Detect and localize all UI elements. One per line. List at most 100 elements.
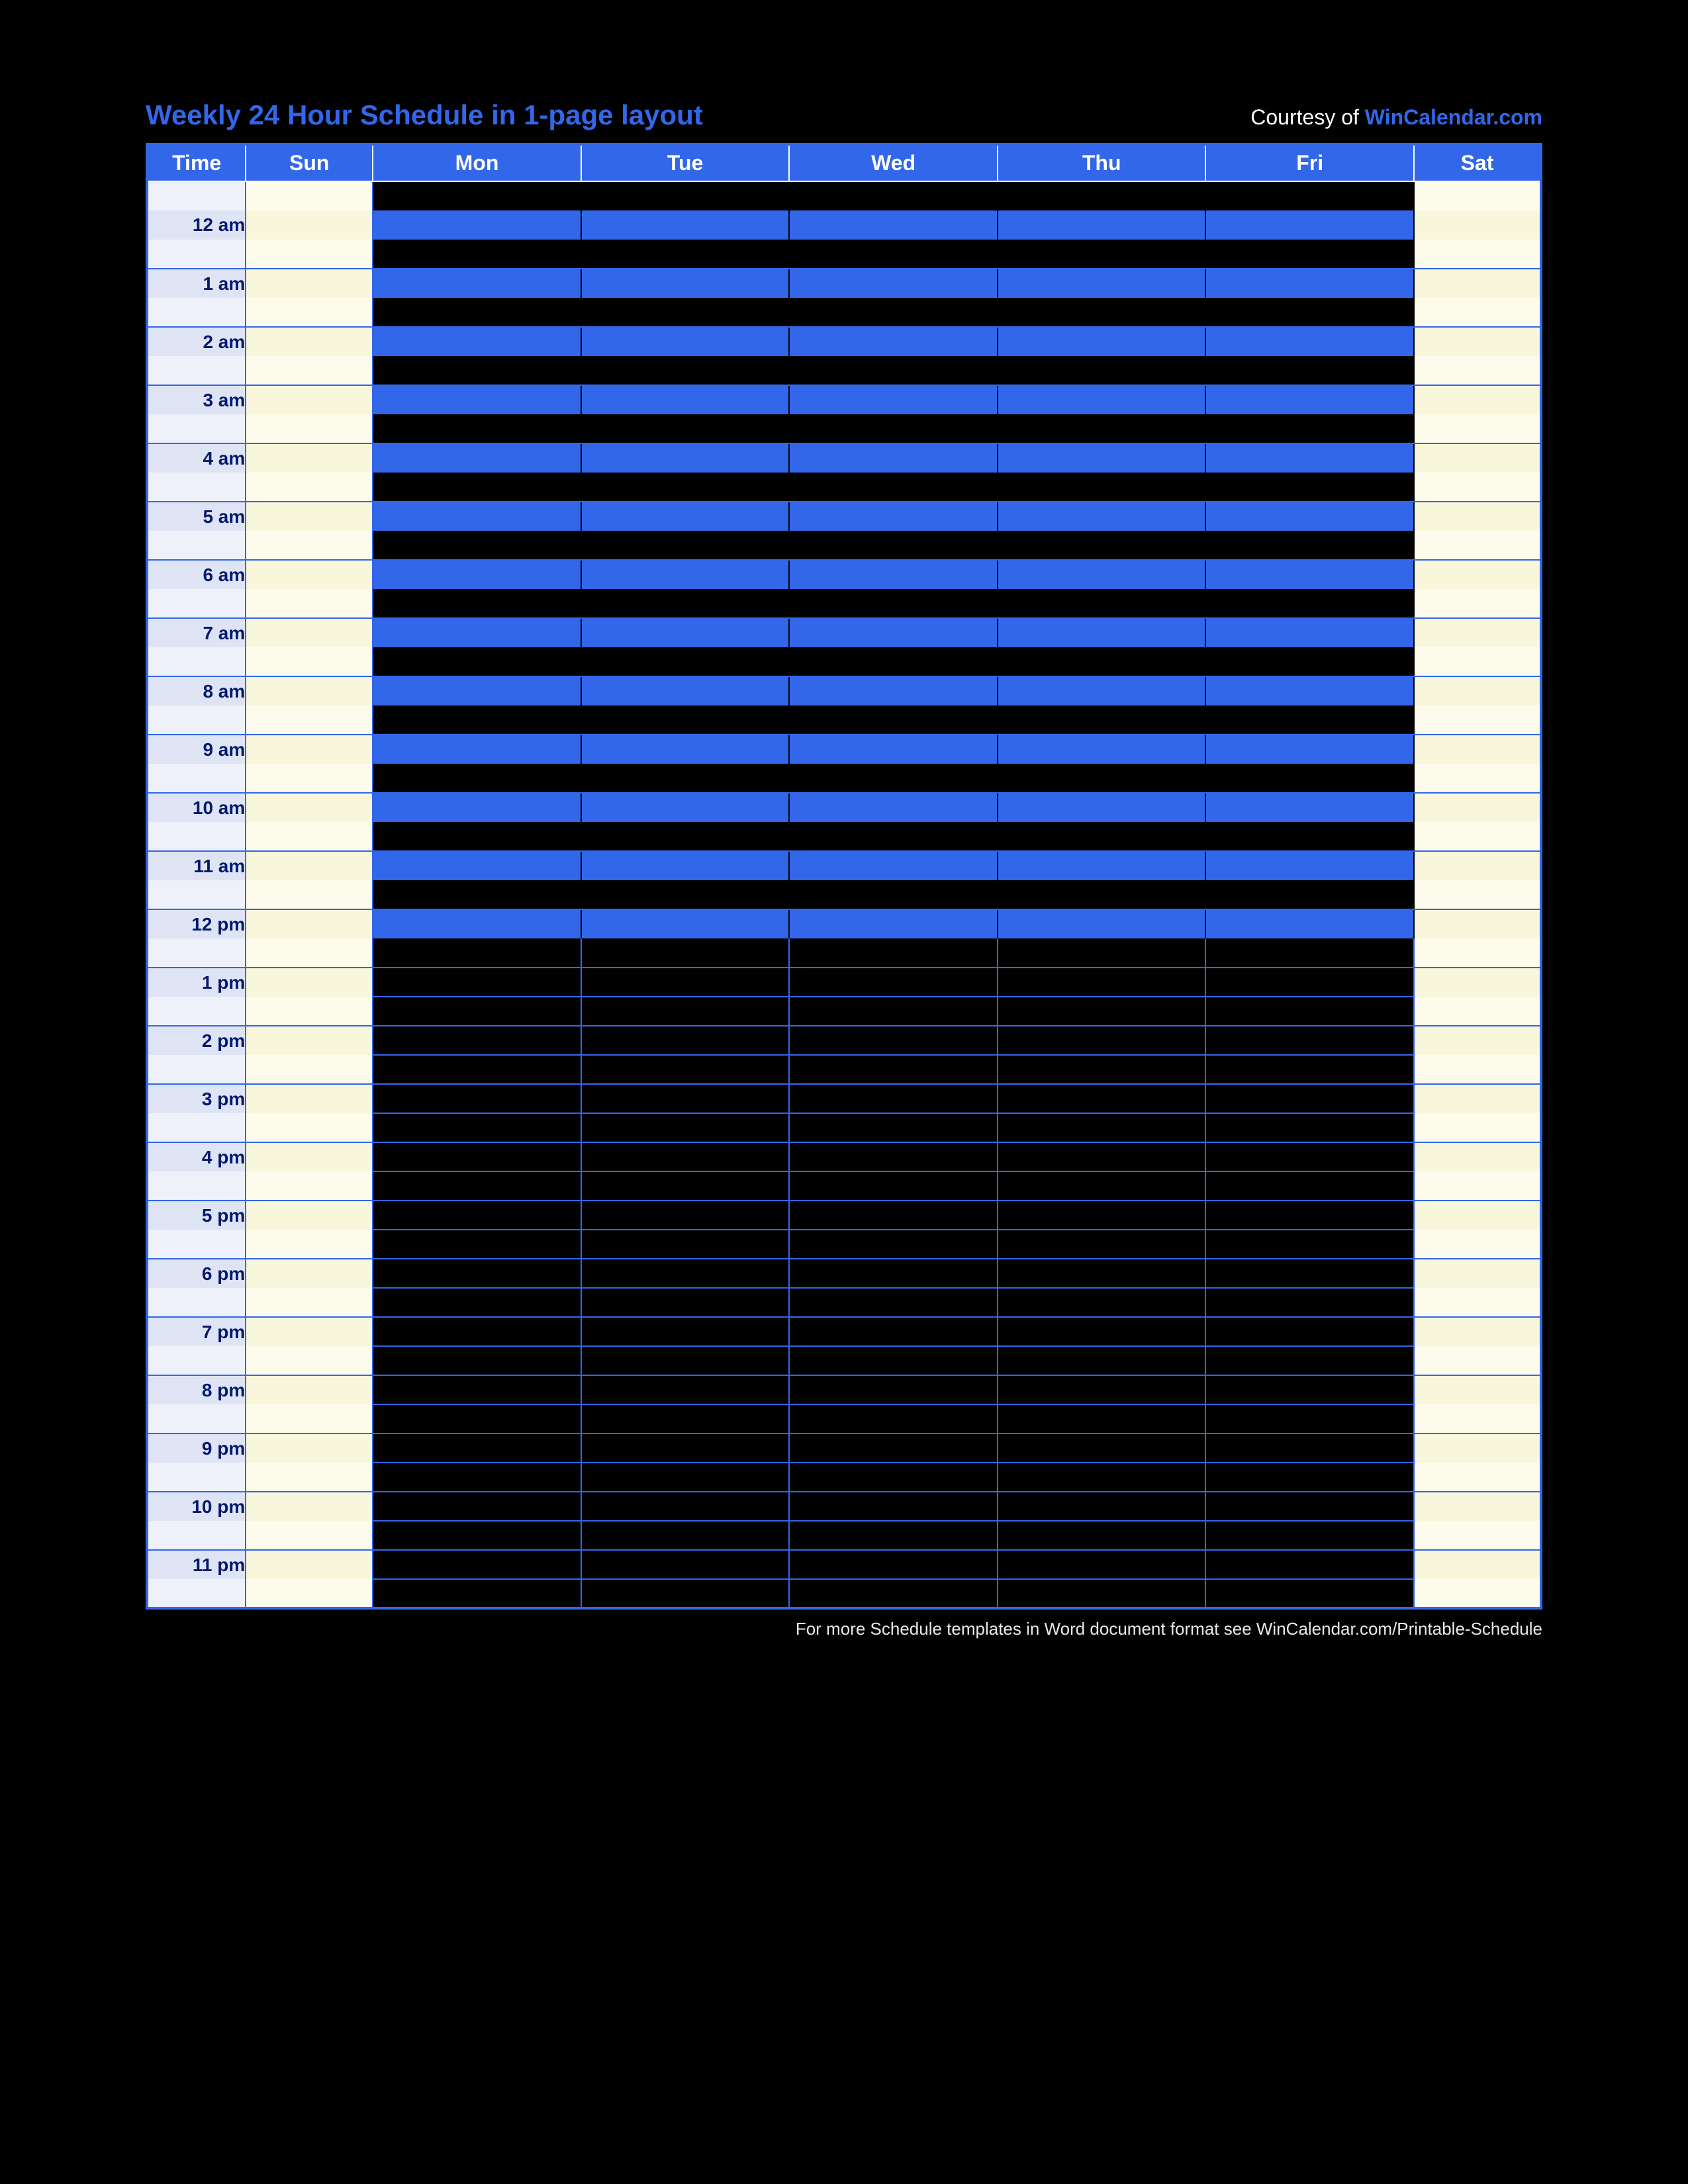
weekday-cell	[998, 1317, 1206, 1346]
time-label-cell: 5 am	[147, 502, 246, 531]
weekday-cell	[373, 1084, 581, 1113]
weekend-cell	[1414, 997, 1541, 1026]
weekday-cell	[373, 851, 581, 880]
time-label-cell: 4 am	[147, 443, 246, 473]
courtesy-link[interactable]: WinCalendar.com	[1365, 105, 1542, 129]
weekday-cell	[998, 880, 1206, 909]
weekday-cell	[373, 1521, 581, 1550]
weekday-cell	[581, 531, 790, 560]
weekday-cell	[581, 1463, 790, 1492]
weekend-cell	[1414, 618, 1541, 647]
weekday-cell	[373, 1404, 581, 1433]
schedule-table: Time Sun Mon Tue Wed Thu Fri Sat 12 am1 …	[146, 143, 1542, 1610]
page-content: Weekly 24 Hour Schedule in 1-page layout…	[146, 99, 1542, 1639]
weekday-cell	[581, 1346, 790, 1375]
weekday-cell	[581, 1259, 790, 1288]
time-label-cell: 3 am	[147, 385, 246, 414]
weekday-cell	[998, 1463, 1206, 1492]
weekend-cell	[1414, 1142, 1541, 1171]
weekend-cell	[1414, 676, 1541, 705]
weekday-cell	[998, 385, 1206, 414]
weekday-cell	[581, 327, 790, 356]
table-row	[147, 647, 1541, 676]
time-label-cell: 2 am	[147, 327, 246, 356]
weekday-cell	[998, 1550, 1206, 1579]
table-row: 4 am	[147, 443, 1541, 473]
weekday-cell	[373, 1579, 581, 1608]
weekday-cell	[789, 589, 998, 618]
weekday-cell	[789, 1084, 998, 1113]
weekday-cell	[581, 705, 790, 735]
weekend-cell	[246, 210, 373, 240]
weekday-cell	[373, 356, 581, 385]
weekday-cell	[1205, 938, 1414, 968]
table-row: 8 am	[147, 676, 1541, 705]
weekday-cell	[1205, 968, 1414, 997]
weekday-cell	[998, 269, 1206, 298]
weekday-cell	[998, 1433, 1206, 1463]
weekday-cell	[1205, 1375, 1414, 1404]
weekend-cell	[246, 240, 373, 269]
weekday-cell	[1205, 1288, 1414, 1317]
weekend-cell	[246, 589, 373, 618]
table-row: 12 am	[147, 210, 1541, 240]
table-row: 1 am	[147, 269, 1541, 298]
weekday-cell	[998, 298, 1206, 327]
weekend-cell	[1414, 1201, 1541, 1230]
weekday-cell	[581, 1142, 790, 1171]
weekday-cell	[1205, 997, 1414, 1026]
time-label-cell: 2 pm	[147, 1026, 246, 1055]
weekday-cell	[1205, 443, 1414, 473]
table-row: 5 pm	[147, 1201, 1541, 1230]
time-cell	[147, 880, 246, 909]
weekday-cell	[581, 1171, 790, 1201]
weekend-cell	[1414, 793, 1541, 822]
weekend-cell	[246, 560, 373, 589]
weekend-cell	[1414, 327, 1541, 356]
weekday-cell	[789, 1375, 998, 1404]
weekday-cell	[581, 1375, 790, 1404]
weekday-cell	[581, 269, 790, 298]
weekend-cell	[1414, 1055, 1541, 1084]
weekend-cell	[246, 705, 373, 735]
weekday-cell	[373, 764, 581, 793]
weekday-cell	[1205, 502, 1414, 531]
weekend-cell	[246, 181, 373, 210]
time-cell	[147, 764, 246, 793]
weekday-cell	[998, 909, 1206, 938]
weekday-cell	[1205, 618, 1414, 647]
weekend-cell	[1414, 735, 1541, 764]
weekday-cell	[998, 1288, 1206, 1317]
weekend-cell	[1414, 1550, 1541, 1579]
weekday-cell	[373, 618, 581, 647]
weekend-cell	[246, 968, 373, 997]
weekday-cell	[789, 473, 998, 502]
weekend-cell	[246, 356, 373, 385]
weekend-cell	[1414, 1521, 1541, 1550]
weekday-cell	[789, 560, 998, 589]
weekday-cell	[373, 909, 581, 938]
weekday-cell	[789, 1288, 998, 1317]
weekday-cell	[1205, 1142, 1414, 1171]
weekday-cell	[373, 1288, 581, 1317]
table-row	[147, 473, 1541, 502]
weekend-cell	[1414, 1433, 1541, 1463]
weekend-cell	[1414, 1026, 1541, 1055]
weekday-cell	[789, 1201, 998, 1230]
weekend-cell	[1414, 502, 1541, 531]
weekday-cell	[373, 1026, 581, 1055]
weekday-cell	[1205, 909, 1414, 938]
weekend-cell	[246, 676, 373, 705]
weekday-cell	[373, 1550, 581, 1579]
weekday-cell	[998, 1259, 1206, 1288]
weekday-cell	[581, 1288, 790, 1317]
weekday-cell	[789, 851, 998, 880]
weekend-cell	[246, 764, 373, 793]
weekday-cell	[1205, 647, 1414, 676]
weekday-cell	[581, 1230, 790, 1259]
time-cell	[147, 1055, 246, 1084]
time-cell	[147, 997, 246, 1026]
time-cell	[147, 414, 246, 443]
courtesy-text: Courtesy of WinCalendar.com	[1250, 105, 1542, 130]
weekday-cell	[1205, 356, 1414, 385]
